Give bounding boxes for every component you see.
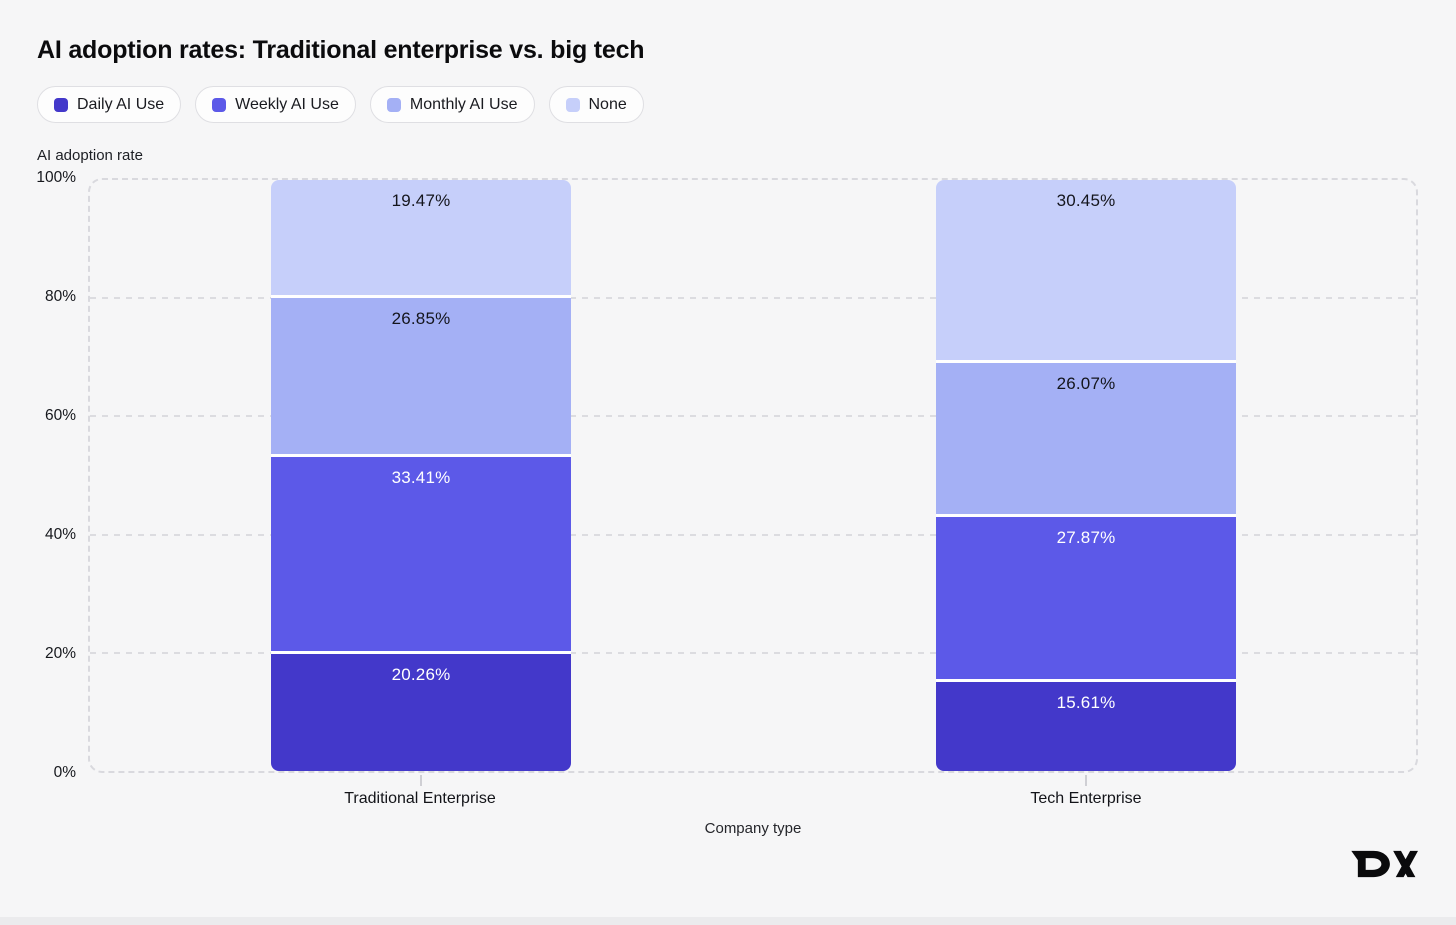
daily-swatch-icon — [54, 97, 68, 112]
x-tick-tech — [1085, 775, 1087, 786]
gridline-40 — [90, 533, 1416, 536]
segment-value-label: 33.41% — [391, 467, 451, 487]
stacked-bar-tech-enterprise: 30.45% 26.07% 27.87% 15.61% — [936, 180, 1236, 771]
bar-segment-none: 19.47% — [271, 180, 571, 296]
gridline-80 — [90, 297, 1416, 300]
y-tick-100: 100% — [36, 169, 76, 186]
y-tick-80: 80% — [44, 288, 76, 305]
y-axis-title: AI adoption rate — [37, 147, 143, 164]
legend-label: None — [588, 95, 627, 113]
x-tick-traditional — [420, 775, 422, 786]
legend-label: Monthly AI Use — [409, 95, 518, 113]
chart-title: AI adoption rates: Traditional enterpris… — [37, 36, 645, 64]
segment-value-label: 27.87% — [1056, 528, 1116, 548]
category-label-traditional: Traditional Enterprise — [344, 790, 496, 807]
plot-area: 19.47% 26.85% 33.41% 20.26% 30.45% 26.07% 27.… — [88, 178, 1418, 773]
segment-value-label: 20.26% — [391, 665, 451, 685]
gridline-60 — [90, 415, 1416, 418]
bar-segment-none: 30.45% — [936, 180, 1236, 360]
category-label-tech: Tech Enterprise — [1030, 790, 1142, 807]
y-tick-0: 0% — [53, 764, 76, 781]
legend: Daily AI Use Weekly AI Use Monthly AI Us… — [37, 86, 644, 123]
segment-value-label: 26.85% — [391, 309, 451, 329]
x-axis-title: Company type — [704, 820, 802, 837]
segment-value-label: 19.47% — [391, 191, 451, 210]
none-swatch-icon — [565, 97, 580, 112]
legend-chip-daily[interactable]: Daily AI Use — [37, 86, 182, 123]
legend-chip-monthly[interactable]: Monthly AI Use — [369, 86, 535, 123]
segment-value-label: 30.45% — [1056, 191, 1116, 210]
bar-segment-daily-ai-use: 20.26% — [271, 651, 571, 771]
legend-chip-weekly[interactable]: Weekly AI Use — [195, 86, 356, 123]
bar-segment-monthly-ai-use: 26.07% — [936, 359, 1236, 515]
bar-segment-weekly-ai-use: 27.87% — [936, 514, 1236, 679]
y-tick-60: 60% — [44, 407, 76, 424]
bar-segment-daily-ai-use: 15.61% — [936, 678, 1236, 771]
y-tick-20: 20% — [44, 645, 76, 662]
bar-segment-weekly-ai-use: 33.41% — [271, 453, 571, 652]
dx-logo — [1351, 850, 1418, 878]
y-tick-40: 40% — [44, 526, 76, 543]
weekly-swatch-icon — [212, 97, 227, 112]
segment-value-label: 15.61% — [1056, 692, 1116, 712]
bar-segment-monthly-ai-use: 26.85% — [271, 295, 571, 454]
monthly-swatch-icon — [386, 97, 401, 112]
legend-label: Weekly AI Use — [235, 95, 339, 113]
card-bottom-edge — [0, 917, 1456, 925]
segment-value-label: 26.07% — [1056, 373, 1116, 393]
legend-label: Daily AI Use — [77, 95, 165, 113]
stacked-bar-traditional-enterprise: 19.47% 26.85% 33.41% 20.26% — [271, 180, 571, 771]
gridline-20 — [90, 651, 1416, 654]
legend-chip-none[interactable]: None — [548, 86, 644, 123]
